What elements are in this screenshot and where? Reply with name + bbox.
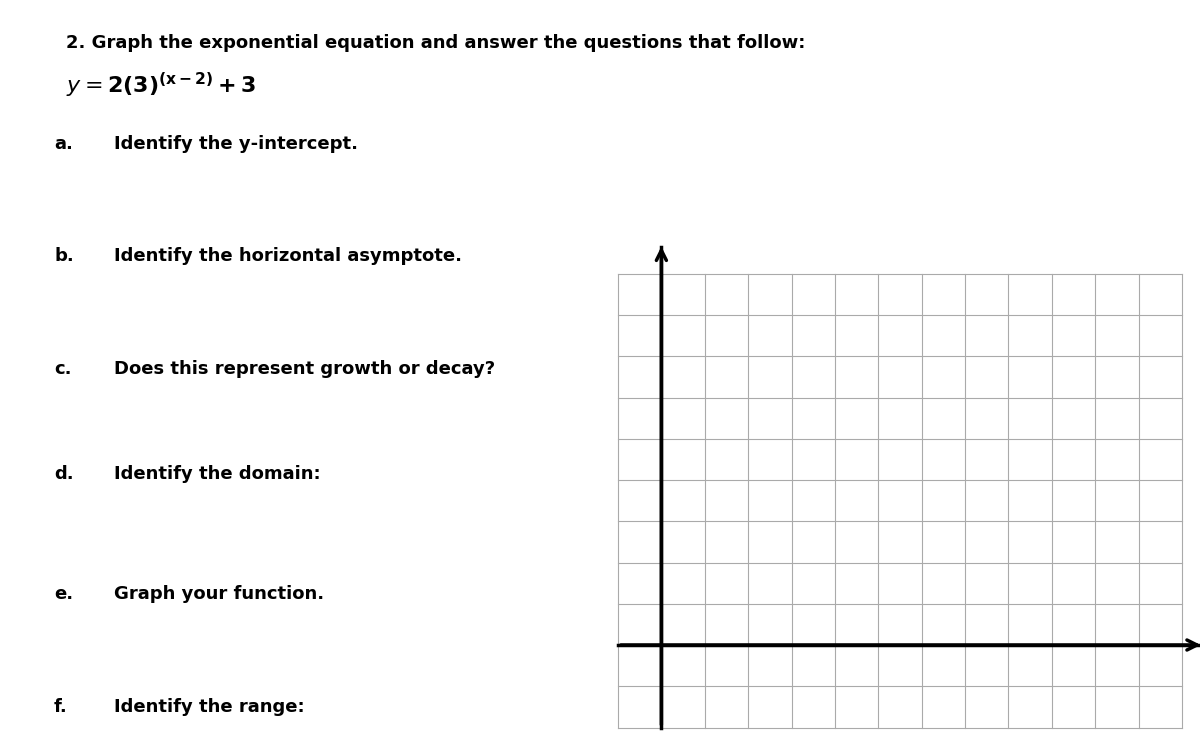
Text: c.: c. xyxy=(54,360,72,378)
Text: d.: d. xyxy=(54,465,73,483)
Text: e.: e. xyxy=(54,585,73,603)
Text: Identify the y-intercept.: Identify the y-intercept. xyxy=(114,135,358,153)
Bar xyxy=(618,274,1182,728)
Text: Identify the horizontal asymptote.: Identify the horizontal asymptote. xyxy=(114,248,462,266)
Text: Identify the range:: Identify the range: xyxy=(114,698,305,715)
Text: Graph your function.: Graph your function. xyxy=(114,585,324,603)
Text: a.: a. xyxy=(54,135,73,153)
Text: Does this represent growth or decay?: Does this represent growth or decay? xyxy=(114,360,496,378)
Text: 2. Graph the exponential equation and answer the questions that follow:: 2. Graph the exponential equation and an… xyxy=(66,34,805,52)
Text: Identify the domain:: Identify the domain: xyxy=(114,465,320,483)
Text: b.: b. xyxy=(54,248,73,266)
Text: $y = \mathbf{2(3)^{(x-2)} + 3}$: $y = \mathbf{2(3)^{(x-2)} + 3}$ xyxy=(66,71,257,100)
Text: f.: f. xyxy=(54,698,67,715)
